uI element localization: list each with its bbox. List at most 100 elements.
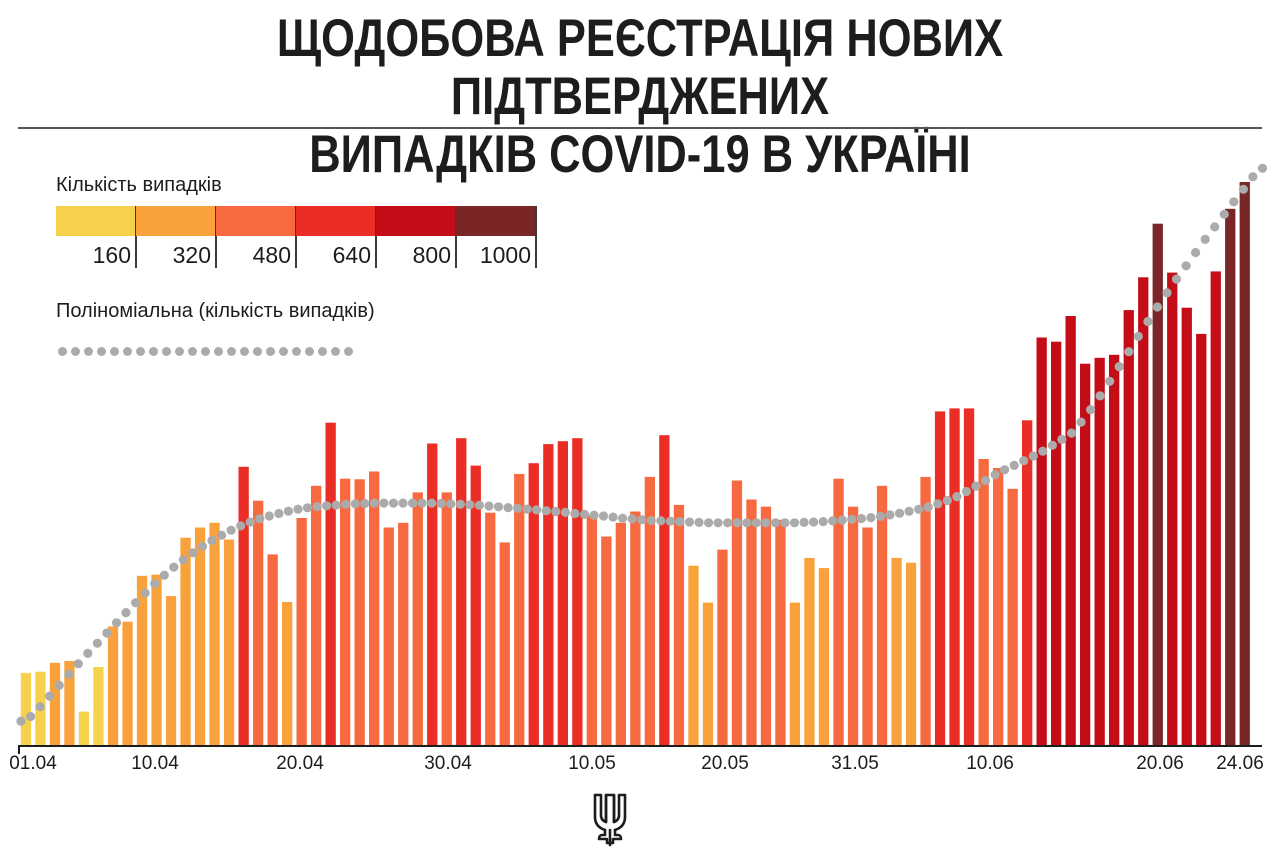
daily-cases-bar xyxy=(1036,337,1047,745)
trend-dot xyxy=(274,508,284,519)
daily-cases-bar xyxy=(963,408,975,745)
daily-cases-bar xyxy=(238,466,249,745)
trend-dot xyxy=(1009,460,1019,470)
trend-dot xyxy=(618,513,628,523)
trend-dot xyxy=(990,470,1000,480)
trend-dot xyxy=(465,500,475,510)
daily-cases-bar xyxy=(572,438,583,745)
daily-cases-bar xyxy=(804,557,815,745)
legend-trend-dotted-line-sample xyxy=(58,347,353,356)
daily-cases-bar xyxy=(412,492,423,745)
daily-cases-bar xyxy=(644,476,655,745)
trend-dot xyxy=(293,504,303,514)
trend-dot xyxy=(513,503,523,513)
trend-dot xyxy=(904,506,914,516)
trend-dot xyxy=(713,518,723,528)
trend-dot xyxy=(560,507,571,517)
trend-dot xyxy=(1086,405,1096,415)
daily-cases-bar xyxy=(920,476,931,745)
daily-cases-bar xyxy=(485,512,496,745)
legend-trend-dot xyxy=(84,347,93,356)
daily-cases-bar xyxy=(296,518,307,745)
trend-dot xyxy=(159,570,169,580)
trend-dot xyxy=(770,518,781,528)
daily-cases-bar xyxy=(427,443,438,745)
trend-dot xyxy=(541,506,551,516)
daily-cases-bar xyxy=(1152,223,1163,745)
trend-dot xyxy=(64,669,74,680)
daily-cases-bar xyxy=(253,500,264,745)
trend-dot xyxy=(169,562,179,572)
trend-dot xyxy=(455,499,465,509)
trend-dot xyxy=(178,555,188,565)
trend-dot xyxy=(226,525,236,535)
trend-dot xyxy=(551,506,561,517)
trend-dot xyxy=(847,514,857,524)
daily-cases-bar xyxy=(891,557,902,745)
trend-dot xyxy=(818,517,828,527)
daily-cases-bar xyxy=(165,596,177,745)
trend-dot xyxy=(1181,261,1191,271)
trend-dot xyxy=(207,535,217,546)
daily-cases-bar xyxy=(325,422,336,745)
daily-cases-bar xyxy=(20,672,32,745)
legend-trend-dot xyxy=(279,347,288,356)
trend-dot xyxy=(799,517,809,528)
trend-dot xyxy=(923,502,933,512)
trend-dot xyxy=(589,510,599,520)
daily-cases-bar xyxy=(78,711,90,745)
legend-scale-tick xyxy=(215,206,217,268)
daily-cases-bar xyxy=(760,506,772,745)
trend-dot xyxy=(350,499,360,509)
daily-cases-bar xyxy=(1225,208,1236,746)
trend-dot xyxy=(427,498,437,508)
trend-dot xyxy=(322,501,332,511)
trend-dot xyxy=(656,516,666,526)
trend-dot xyxy=(809,517,819,527)
daily-cases-bar xyxy=(702,602,714,745)
trend-dot xyxy=(1047,440,1057,450)
daily-cases-bar xyxy=(267,554,278,745)
daily-cases-bar xyxy=(1022,420,1033,745)
trend-dot xyxy=(684,517,695,527)
legend-trend-dot xyxy=(175,347,184,356)
daily-cases-bar xyxy=(282,602,293,745)
trend-dot xyxy=(255,514,265,524)
legend-trend-dot xyxy=(214,347,223,356)
legend-trend-dot xyxy=(162,347,171,356)
daily-cases-bar xyxy=(1210,271,1221,745)
legend-trend-dot xyxy=(149,347,158,356)
daily-cases-bar xyxy=(1007,488,1018,745)
legend-trend-dot xyxy=(318,347,327,356)
trend-dot xyxy=(45,691,55,701)
trend-dot xyxy=(16,716,26,726)
daily-cases-bar xyxy=(1196,333,1207,745)
trend-dot xyxy=(140,588,150,598)
x-axis-label: 10.06 xyxy=(966,753,1014,774)
trend-dot xyxy=(742,518,752,528)
daily-cases-bar xyxy=(601,536,612,745)
trend-dot xyxy=(379,498,389,508)
trend-dot xyxy=(484,501,494,511)
daily-cases-bar xyxy=(470,465,481,745)
trend-dot xyxy=(503,503,513,513)
trend-dot xyxy=(914,504,924,514)
trend-dot xyxy=(388,498,399,508)
page-title-line1: ЩОДОБОВА РЕЄСТРАЦІЯ НОВИХ ПІДТВЕРДЖЕНИХ xyxy=(276,9,1004,126)
trend-dot xyxy=(980,475,991,486)
daily-cases-bar xyxy=(1065,316,1076,745)
daily-cases-bar xyxy=(514,473,525,745)
trend-dot xyxy=(637,515,647,525)
trend-dot xyxy=(1028,451,1038,461)
daily-cases-bar xyxy=(978,459,989,745)
daily-cases-bar xyxy=(441,492,452,745)
trend-dot xyxy=(1076,417,1086,427)
daily-cases-bar xyxy=(993,468,1004,745)
legend-trend-dot xyxy=(344,347,353,356)
daily-cases-bar xyxy=(122,621,133,745)
daily-cases-bar xyxy=(1123,310,1134,745)
x-axis-label: 20.05 xyxy=(701,753,749,774)
trend-dot xyxy=(1105,376,1115,386)
